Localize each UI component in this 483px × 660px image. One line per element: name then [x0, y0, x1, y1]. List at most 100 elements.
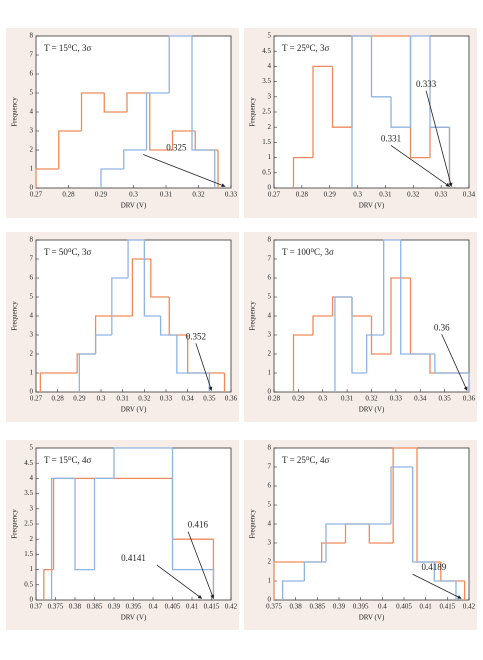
x-tick-label: 0.29	[95, 191, 108, 199]
y-tick-label: 3.5	[262, 77, 271, 85]
histogram-step	[171, 448, 214, 571]
y-axis-label: Frequency	[249, 301, 257, 331]
y-tick-label: 1.5	[24, 550, 33, 558]
histogram-step	[292, 334, 313, 392]
histogram-step	[126, 92, 150, 112]
y-tick-label: 4	[268, 312, 272, 320]
x-tick-label: 0.42	[225, 603, 238, 611]
x-tick-label: 0.42	[463, 603, 476, 611]
x-tick-label: 0.27	[268, 191, 281, 199]
y-tick-label: 2	[268, 123, 272, 131]
y-tick-label: 2	[268, 558, 272, 566]
histogram-step	[412, 467, 435, 563]
x-tick-label: 0.34	[414, 395, 427, 403]
x-tick-label: 0.41	[186, 603, 199, 611]
x-tick-label: 0.34	[182, 395, 195, 403]
histogram-step	[368, 524, 394, 544]
y-tick-label: 1.5	[262, 138, 271, 146]
y-tick-label: 4	[268, 62, 272, 70]
y-axis-label: Frequency	[11, 97, 19, 127]
x-axis-label: DRV (V)	[359, 406, 385, 414]
y-tick-label: 0	[268, 184, 272, 192]
y-tick-label: 0	[30, 184, 34, 192]
histogram-step	[312, 65, 333, 158]
x-tick-label: 0.29	[73, 395, 86, 403]
y-tick-label: 6	[30, 70, 34, 78]
y-tick-label: 1	[268, 369, 272, 377]
y-tick-label: 1	[30, 165, 34, 173]
x-tick-label: 0.395	[126, 603, 142, 611]
histogram-step	[292, 156, 313, 188]
x-tick-label: 0.375	[266, 603, 282, 611]
histogram-step	[390, 466, 413, 524]
x-tick-label: 0.38	[69, 603, 82, 611]
histogram-step	[392, 447, 417, 543]
histogram-step	[103, 93, 127, 113]
histogram-step	[58, 130, 82, 169]
x-tick-label: 0.3	[318, 395, 327, 403]
histogram-step	[43, 568, 54, 600]
x-tick-label: 0.27	[30, 191, 43, 199]
y-tick-label: 7	[268, 255, 272, 263]
histogram-step	[176, 335, 194, 374]
y-tick-label: 4	[30, 312, 34, 320]
y-tick-label: 2.5	[262, 108, 271, 116]
y-tick-label: 7	[30, 255, 34, 263]
x-tick-label: 0.31	[379, 191, 392, 199]
histogram-step	[143, 240, 161, 317]
histogram-step	[390, 96, 411, 128]
y-tick-label: 5	[268, 501, 272, 509]
y-tick-label: 6	[268, 482, 272, 490]
histogram-step	[312, 315, 333, 335]
y-tick-label: 0	[268, 388, 272, 396]
y-tick-label: 2	[30, 535, 34, 543]
annotation: 0.331	[381, 134, 401, 144]
annotation: 0.333	[416, 79, 437, 89]
x-tick-label: 0.415	[439, 603, 455, 611]
y-tick-label: 3	[268, 539, 272, 547]
x-tick-label: 0.28	[52, 395, 65, 403]
y-tick-label: 3	[30, 127, 34, 135]
histogram-step	[127, 239, 145, 278]
histogram-step	[429, 36, 450, 128]
y-tick-label: 0.5	[262, 168, 271, 176]
x-tick-label: 0.395	[353, 603, 369, 611]
x-tick-label: 0.33	[435, 191, 448, 199]
annotation-arrow	[143, 154, 226, 188]
histogram-step	[390, 277, 411, 354]
y-tick-label: 2	[268, 350, 272, 358]
panel-title: T = 25⁰C, 4σ	[282, 455, 330, 465]
annotation: 0.416	[188, 520, 209, 530]
y-tick-label: 2	[30, 146, 34, 154]
annotation: 0.36	[434, 322, 450, 332]
y-tick-label: 0	[30, 388, 34, 396]
x-tick-label: 0.32	[407, 191, 420, 199]
x-tick-label: 0.29	[324, 191, 337, 199]
y-tick-label: 2	[30, 350, 34, 358]
y-tick-label: 1	[268, 577, 272, 585]
y-tick-label: 7	[268, 463, 272, 471]
y-tick-label: 5	[30, 444, 34, 452]
x-tick-label: 0.27	[30, 395, 43, 403]
x-tick-label: 0.405	[165, 603, 181, 611]
histogram-step	[325, 523, 348, 562]
x-tick-label: 0.385	[309, 603, 325, 611]
y-tick-label: 7	[30, 51, 34, 59]
x-tick-label: 0.375	[48, 603, 64, 611]
histogram-step	[331, 66, 352, 128]
plot-area	[35, 35, 232, 189]
histogram-step	[93, 477, 114, 570]
histogram-step	[149, 93, 173, 151]
x-tick-label: 0.405	[396, 603, 412, 611]
histogram-step	[334, 296, 352, 392]
histogram-step	[273, 561, 298, 600]
x-tick-label: 0.28	[296, 191, 309, 199]
x-tick-label: 0.4	[378, 603, 387, 611]
y-tick-label: 1	[268, 153, 272, 161]
x-tick-label: 0.415	[204, 603, 220, 611]
y-tick-label: 4	[30, 474, 34, 482]
histogram-step	[282, 580, 305, 600]
annotation-arrow	[195, 343, 213, 391]
x-tick-label: 0.33	[160, 395, 173, 403]
